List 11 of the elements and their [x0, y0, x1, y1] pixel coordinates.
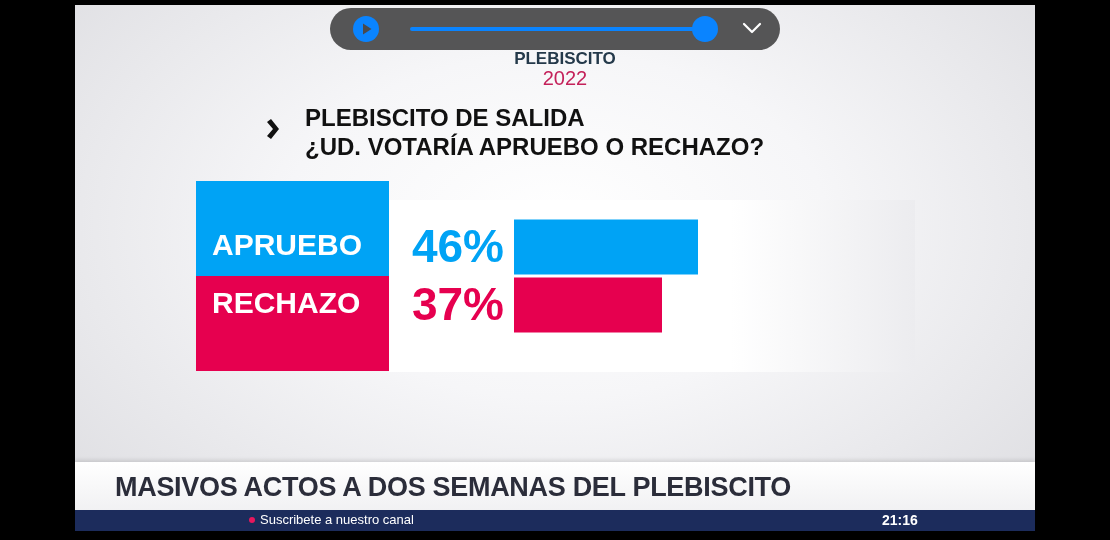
y-tick-label: APRUEBO — [212, 228, 363, 262]
text: 2022 — [541, 67, 589, 89]
data-label: 46% — [411, 219, 504, 272]
text: 21:16 — [882, 512, 918, 528]
text: Suscribete a nuestro canal — [260, 512, 414, 528]
chart-subtitle: ¿UD. VOTARÍA APRUEBO O RECHAZO? — [305, 133, 765, 161]
text: MASIVOS ACTOS A DOS SEMANAS DEL PLEBISCITO — [115, 471, 791, 503]
text: PLEBISCITO — [513, 49, 617, 68]
chart-title: PLEBISCITO DE SALIDA — [305, 104, 585, 132]
y-tick-label: RECHAZO — [212, 286, 361, 320]
data-label: 37% — [411, 277, 504, 330]
